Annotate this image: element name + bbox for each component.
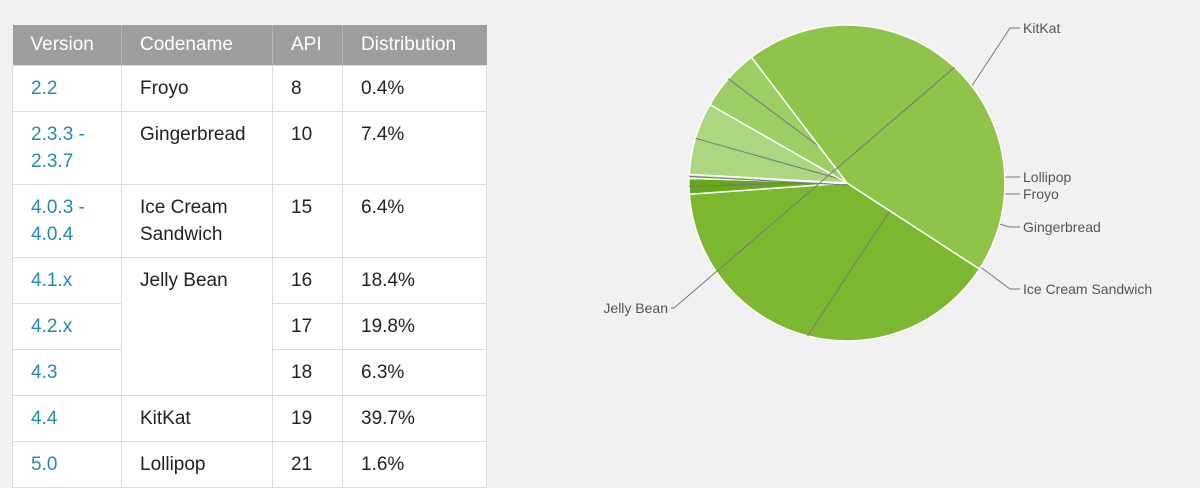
pie-label-froyo: Froyo [1023, 186, 1059, 202]
header-api: API [272, 25, 343, 66]
api-cell: 19 [272, 395, 343, 442]
distribution-cell: 1.6% [342, 441, 487, 488]
table-row: 5.0 Lollipop 21 1.6% [12, 441, 487, 488]
api-cell: 17 [272, 303, 343, 350]
api-cell: 8 [272, 65, 343, 112]
distribution-cell: 6.4% [342, 184, 487, 258]
distribution-cell: 39.7% [342, 395, 487, 442]
header-codename: Codename [121, 25, 273, 66]
table-row: 4.0.3 -4.0.4 Ice Cream Sandwich 15 6.4% [12, 184, 487, 258]
version-link[interactable]: 4.1.x [12, 257, 122, 304]
distribution-cell: 6.3% [342, 349, 487, 396]
version-link[interactable]: 2.2 [12, 65, 122, 112]
version-link[interactable]: 4.0.3 -4.0.4 [12, 184, 122, 258]
table-header-row: Version Codename API Distribution [12, 25, 487, 66]
version-link[interactable]: 4.3 [12, 349, 122, 396]
version-link[interactable]: 2.3.3 -2.3.7 [12, 111, 122, 185]
codename-cell: KitKat [121, 395, 273, 442]
api-cell: 18 [272, 349, 343, 396]
table-row: 4.1.x Jelly Bean 16 18.4% [12, 257, 487, 396]
distribution-cell: 7.4% [342, 111, 487, 185]
pie-label-ice-cream-sandwich: Ice Cream Sandwich [1023, 281, 1152, 297]
api-cell: 10 [272, 111, 343, 185]
leader-line-lollipop [688, 176, 1020, 187]
leader-line-froyo [689, 175, 1020, 195]
pie-label-jelly-bean: Jelly Bean [603, 300, 668, 316]
api-cell: 15 [272, 184, 343, 258]
version-link[interactable]: 5.0 [12, 441, 122, 488]
table-row: 2.3.3 -2.3.7 Gingerbread 10 7.4% [12, 111, 487, 185]
distribution-table: Version Codename API Distribution 2.2 Fr… [12, 25, 487, 488]
codename-cell: Lollipop [121, 441, 273, 488]
table-row: 4.3 18 6.3% [12, 349, 487, 396]
pie-label-lollipop: Lollipop [1023, 169, 1071, 185]
api-cell: 16 [272, 257, 343, 304]
pie-label-gingerbread: Gingerbread [1023, 219, 1101, 235]
leader-line-gingerbread [695, 137, 1020, 228]
leader-line-jelly-bean [671, 66, 955, 309]
pie-label-kitkat: KitKat [1023, 20, 1060, 36]
table-row: 2.2 Froyo 8 0.4% [12, 65, 487, 112]
leader-line-kitkat [807, 27, 1020, 337]
distribution-cell: 0.4% [342, 65, 487, 112]
codename-cell: Gingerbread [121, 111, 273, 185]
codename-cell: Froyo [121, 65, 273, 112]
codename-cell: Jelly Bean [121, 257, 273, 396]
header-version: Version [12, 25, 122, 66]
codename-cell: Ice Cream Sandwich [121, 184, 273, 258]
header-distribution: Distribution [342, 25, 487, 66]
distribution-cell: 18.4% [342, 257, 487, 304]
table-row: 4.4 KitKat 19 39.7% [12, 395, 487, 442]
distribution-cell: 19.8% [342, 303, 487, 350]
table-row: 4.2.x 17 19.8% [12, 303, 487, 350]
api-cell: 21 [272, 441, 343, 488]
version-link[interactable]: 4.4 [12, 395, 122, 442]
version-link[interactable]: 4.2.x [12, 303, 122, 350]
